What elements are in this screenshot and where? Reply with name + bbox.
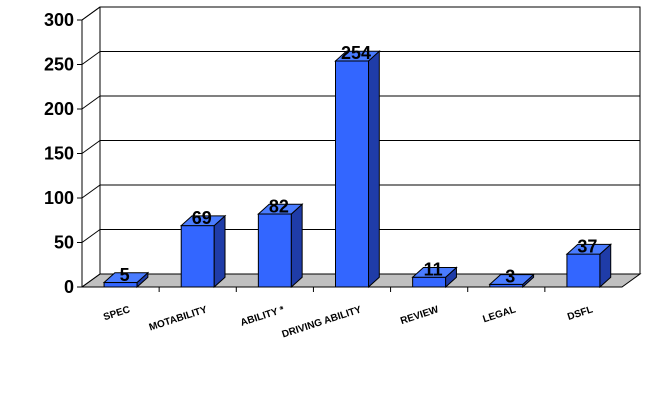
y-tick-label: 100: [44, 188, 74, 208]
bar-side: [368, 50, 380, 289]
bar-top: [179, 215, 227, 227]
y-axis-top-edge: [81, 6, 101, 21]
x-category-label: ABILITY *: [239, 304, 286, 329]
y-tick-label: 250: [44, 55, 74, 75]
data-label: 3: [505, 267, 515, 287]
bar-side: [290, 203, 303, 289]
x-category-label: DRIVING ABILITY: [281, 304, 364, 340]
bar-front: [180, 225, 215, 288]
y-tick-label: 200: [44, 99, 74, 119]
gridline-side: [81, 184, 101, 199]
gridline-side: [81, 95, 101, 110]
gridline-side: [81, 229, 101, 243]
data-label: 37: [577, 236, 597, 256]
x-category-label: SPEC: [102, 304, 131, 323]
bar-front: [566, 253, 601, 288]
x-category-label: REVIEW: [399, 304, 440, 327]
bar-top: [257, 203, 304, 215]
bar-top: [334, 50, 381, 62]
data-label: 254: [341, 43, 371, 63]
y-tick-label: 150: [44, 144, 74, 164]
bar-top: [488, 274, 535, 285]
data-label: 5: [120, 265, 130, 285]
bar-front: [257, 213, 292, 288]
gridline-side: [81, 273, 101, 288]
bar-top: [102, 272, 150, 284]
bar-top: [411, 266, 458, 278]
y-tick-label: 50: [54, 233, 74, 253]
y-tick-label: 300: [44, 10, 74, 30]
bar-side: [213, 214, 226, 289]
data-label: 11: [424, 259, 443, 279]
axis-layer: 0 50 100 150 200 250 300: [44, 6, 546, 297]
bar-top: [565, 243, 613, 255]
gridline-side: [81, 140, 101, 154]
bar-front: [335, 60, 369, 288]
bars-layer: [102, 50, 613, 289]
x-category-label: MOTABILITY: [148, 304, 209, 333]
gridline-side: [81, 51, 101, 65]
x-category-label: LEGAL: [482, 304, 518, 325]
x-category-label: DSFL: [566, 304, 594, 323]
y-tick-label: 0: [64, 277, 74, 297]
data-label: 69: [192, 208, 212, 228]
data-label: 82: [269, 196, 289, 216]
